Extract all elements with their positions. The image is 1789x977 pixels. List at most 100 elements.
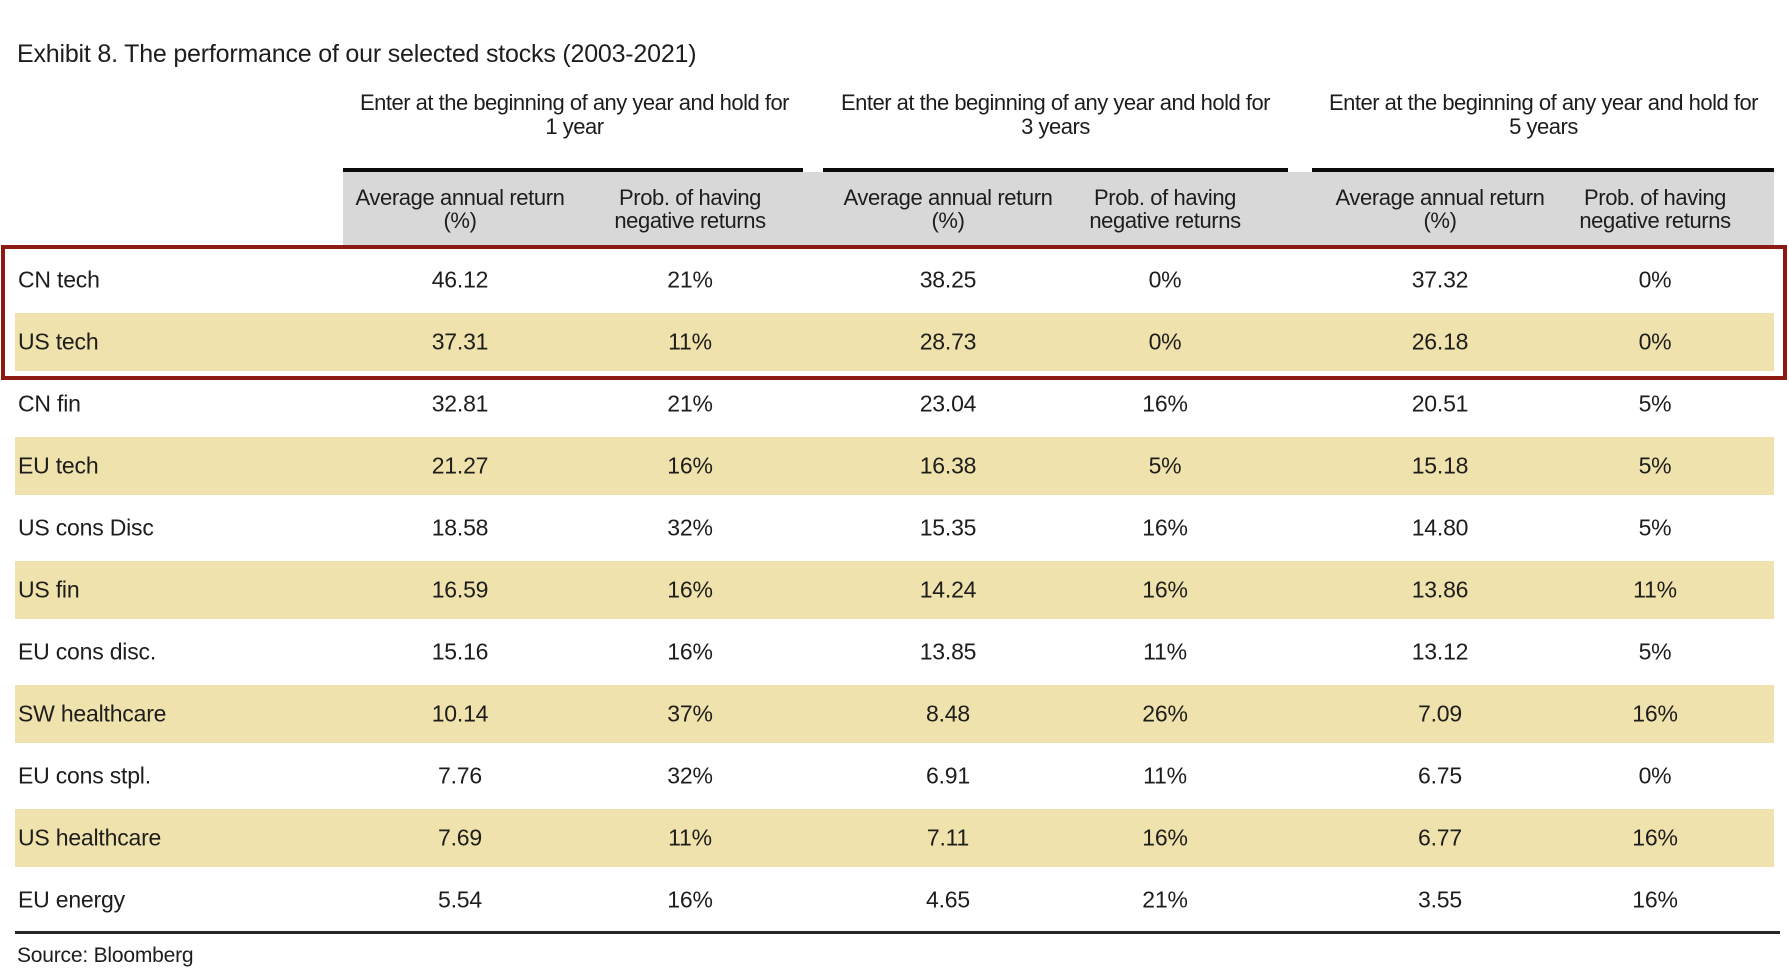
cell-1yr-avg: 37.31 <box>431 328 489 355</box>
cell-5yr-prob: 16% <box>1632 824 1678 851</box>
cell-3yr-avg: 28.73 <box>919 328 977 355</box>
subheader-text: Average annual return <box>843 185 1053 210</box>
cell-1yr-prob: 32% <box>667 762 713 789</box>
row-label: US tech <box>18 328 99 355</box>
table-row-eu-cons-disc: EU cons disc. 15.16 16% 13.85 11% 13.12 … <box>15 621 1774 683</box>
subheader-text: negative returns <box>614 208 766 233</box>
cell-5yr-avg: 3.55 <box>1418 886 1462 913</box>
column-group-header-5yr: Enter at the beginning of any year and h… <box>1292 91 1789 139</box>
cell-3yr-avg: 6.91 <box>926 762 970 789</box>
cell-3yr-prob: 21% <box>1142 886 1188 913</box>
cell-3yr-prob: 11% <box>1143 638 1187 665</box>
cell-3yr-prob: 11% <box>1143 762 1187 789</box>
table-row-eu-cons-stpl: EU cons stpl. 7.76 32% 6.91 11% 6.75 0% <box>15 745 1774 807</box>
cell-1yr-prob: 21% <box>667 266 713 293</box>
row-band <box>15 313 1774 371</box>
cell-5yr-avg: 7.09 <box>1418 700 1462 727</box>
cell-1yr-avg: 15.16 <box>431 638 489 665</box>
cell-5yr-prob: 5% <box>1638 514 1672 541</box>
cell-5yr-avg: 13.12 <box>1411 638 1469 665</box>
row-label: CN tech <box>18 266 100 293</box>
subheader-3yr-avg-return: Average annual return (%) <box>798 172 1098 246</box>
cell-5yr-prob: 0% <box>1638 266 1672 293</box>
cell-5yr-avg: 26.18 <box>1411 328 1469 355</box>
table-row-cn-tech: CN tech 46.12 21% 38.25 0% 37.32 0% <box>15 249 1774 311</box>
table-bottom-rule <box>15 931 1780 934</box>
table-row-us-fin: US fin 16.59 16% 14.24 16% 13.86 11% <box>15 559 1774 621</box>
cell-5yr-avg: 6.75 <box>1418 762 1462 789</box>
column-group-header-1yr: Enter at the beginning of any year and h… <box>323 91 826 139</box>
cell-5yr-prob: 5% <box>1638 390 1672 417</box>
subheader-text: Prob. of having <box>619 185 761 210</box>
column-group-header-1yr-line1: Enter at the beginning of any year and h… <box>359 90 790 115</box>
column-group-header-3yr-line2: 3 years <box>1021 114 1090 139</box>
table-row-us-cons-disc: US cons Disc 18.58 32% 15.35 16% 14.80 5… <box>15 497 1774 559</box>
cell-3yr-prob: 16% <box>1142 824 1188 851</box>
row-band <box>15 685 1774 743</box>
cell-1yr-prob: 16% <box>667 576 713 603</box>
cell-5yr-avg: 6.77 <box>1418 824 1462 851</box>
row-label: EU cons disc. <box>18 638 157 665</box>
cell-1yr-avg: 46.12 <box>431 266 489 293</box>
cell-5yr-prob: 0% <box>1638 762 1672 789</box>
cell-3yr-avg: 14.24 <box>919 576 977 603</box>
row-label: US fin <box>18 576 80 603</box>
subheader-topborder-2 <box>823 168 1288 172</box>
cell-1yr-prob: 21% <box>667 390 713 417</box>
row-band <box>15 561 1774 619</box>
cell-3yr-prob: 16% <box>1142 576 1188 603</box>
cell-1yr-avg: 10.14 <box>431 700 489 727</box>
row-label: US cons Disc <box>18 514 154 541</box>
row-band <box>15 809 1774 867</box>
column-group-header-5yr-line2: 5 years <box>1509 114 1578 139</box>
cell-5yr-prob: 5% <box>1638 452 1672 479</box>
cell-3yr-prob: 0% <box>1148 266 1182 293</box>
exhibit-title: Exhibit 8. The performance of our select… <box>17 40 697 68</box>
row-label: EU tech <box>18 452 99 479</box>
cell-5yr-prob: 11% <box>1633 576 1677 603</box>
cell-3yr-avg: 8.48 <box>926 700 970 727</box>
subheader-text: (%) <box>443 208 477 233</box>
table-row-sw-healthcare: SW healthcare 10.14 37% 8.48 26% 7.09 16… <box>15 683 1774 745</box>
row-label: US healthcare <box>18 824 162 851</box>
cell-5yr-prob: 0% <box>1638 328 1672 355</box>
cell-5yr-prob: 5% <box>1638 638 1672 665</box>
subheader-text: Prob. of having <box>1584 185 1726 210</box>
column-group-header-1yr-line2: 1 year <box>545 114 604 139</box>
cell-3yr-avg: 4.65 <box>926 886 970 913</box>
highlight-annotation-box <box>1 245 1787 380</box>
cell-5yr-avg: 20.51 <box>1411 390 1469 417</box>
cell-1yr-avg: 7.69 <box>438 824 482 851</box>
cell-3yr-avg: 13.85 <box>919 638 977 665</box>
row-band <box>15 437 1774 495</box>
cell-3yr-avg: 38.25 <box>919 266 977 293</box>
cell-3yr-prob: 16% <box>1142 514 1188 541</box>
table-row-us-tech: US tech 37.31 11% 28.73 0% 26.18 0% <box>15 311 1774 373</box>
table-row-us-healthcare: US healthcare 7.69 11% 7.11 16% 6.77 16% <box>15 807 1774 869</box>
cell-1yr-avg: 32.81 <box>431 390 489 417</box>
cell-1yr-avg: 7.76 <box>438 762 482 789</box>
cell-5yr-avg: 13.86 <box>1411 576 1469 603</box>
cell-5yr-prob: 16% <box>1632 886 1678 913</box>
cell-5yr-avg: 15.18 <box>1411 452 1469 479</box>
subheader-band <box>343 172 1774 246</box>
subheader-text: negative returns <box>1579 208 1731 233</box>
column-group-header-5yr-line1: Enter at the beginning of any year and h… <box>1328 90 1759 115</box>
cell-1yr-prob: 11% <box>668 328 712 355</box>
table-row-eu-energy: EU energy 5.54 16% 4.65 21% 3.55 16% <box>15 869 1774 931</box>
subheader-topborder-1 <box>343 168 803 172</box>
cell-5yr-avg: 37.32 <box>1411 266 1469 293</box>
cell-1yr-prob: 16% <box>667 452 713 479</box>
cell-3yr-avg: 7.11 <box>926 824 970 851</box>
subheader-text: Average annual return <box>355 185 565 210</box>
subheader-text: (%) <box>931 208 965 233</box>
cell-3yr-prob: 0% <box>1148 328 1182 355</box>
subheader-5yr-prob-negative: Prob. of having negative returns <box>1505 172 1789 246</box>
row-label: CN fin <box>18 390 81 417</box>
cell-3yr-prob: 16% <box>1142 390 1188 417</box>
subheader-topborder-3 <box>1312 168 1774 172</box>
subheader-1yr-prob-negative: Prob. of having negative returns <box>540 172 840 246</box>
cell-5yr-prob: 16% <box>1632 700 1678 727</box>
subheader-3yr-prob-negative: Prob. of having negative returns <box>1015 172 1315 246</box>
